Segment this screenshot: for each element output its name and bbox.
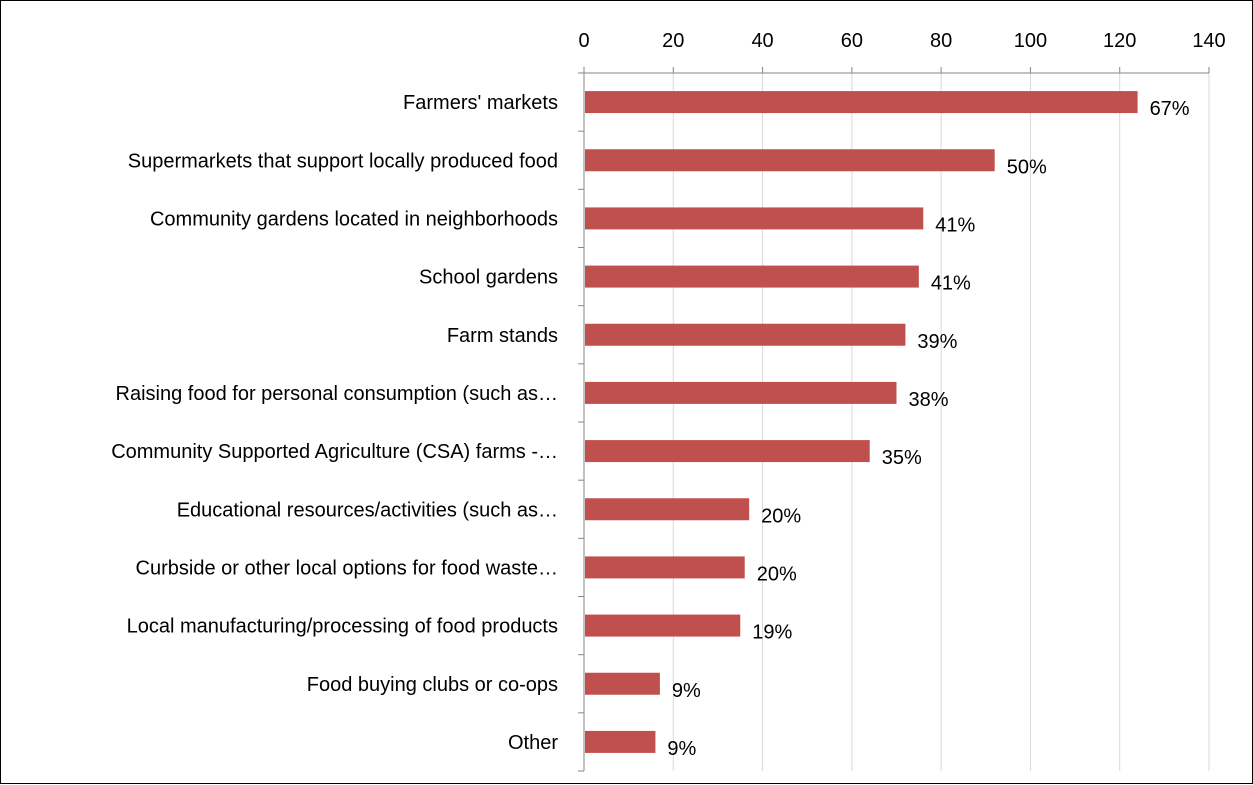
- data-label: 9%: [672, 680, 701, 702]
- bar: [585, 91, 1138, 114]
- axes: [578, 67, 1210, 772]
- gridlines: [672, 73, 1210, 771]
- category-label: School gardens: [419, 267, 558, 289]
- category-label: Other: [508, 732, 558, 754]
- bar: [585, 381, 897, 404]
- x-tick-label: 100: [1014, 30, 1047, 52]
- data-label: 41%: [935, 214, 975, 236]
- category-label: Community Supported Agriculture (CSA) fa…: [111, 441, 558, 463]
- category-label: Supermarkets that support locally produc…: [128, 150, 558, 172]
- bar: [585, 730, 656, 753]
- x-tick-label: 0: [578, 30, 589, 52]
- data-label: 41%: [931, 273, 971, 295]
- data-label: 50%: [1007, 156, 1047, 178]
- category-label: Raising food for personal consumption (s…: [116, 383, 558, 405]
- data-labels: 67% 50% 41% 41% 39% 38% 35% 20% 20% 19% 9% 9%: [667, 98, 1189, 760]
- data-label: 9%: [667, 738, 696, 760]
- category-label: Local manufacturing/processing of food p…: [127, 616, 558, 638]
- data-label: 38%: [909, 389, 949, 411]
- data-label: 67%: [1150, 98, 1190, 120]
- category-label: Community gardens located in neighborhoo…: [150, 208, 558, 230]
- x-tick-label: 140: [1192, 30, 1225, 52]
- x-tick-label: 80: [930, 30, 952, 52]
- data-label: 20%: [757, 563, 797, 585]
- data-label: 39%: [917, 331, 957, 353]
- category-label: Curbside or other local options for food…: [136, 557, 558, 579]
- category-label: Farmers' markets: [403, 92, 558, 114]
- bar: [585, 614, 741, 637]
- bar: [585, 556, 745, 579]
- x-tick-labels: 0 20 40 60 80 100 120 140: [578, 30, 1225, 52]
- bar: [585, 498, 750, 521]
- x-tick-label: 40: [751, 30, 773, 52]
- data-label: 19%: [752, 622, 792, 644]
- category-label: Educational resources/activities (such a…: [177, 499, 558, 521]
- category-label: Food buying clubs or co-ops: [307, 674, 558, 696]
- bar: [585, 207, 924, 230]
- x-tick-label: 20: [662, 30, 684, 52]
- x-tick-label: 60: [841, 30, 863, 52]
- bar: [585, 149, 995, 172]
- bar: [585, 440, 870, 463]
- data-label: 35%: [882, 447, 922, 469]
- bar: [585, 672, 660, 695]
- bar: [585, 265, 919, 288]
- bars: [585, 91, 1138, 753]
- data-label: 20%: [761, 505, 801, 527]
- x-tick-label: 120: [1103, 30, 1136, 52]
- category-label: Farm stands: [447, 325, 558, 347]
- bar: [585, 323, 906, 346]
- category-labels: Farmers' markets Supermarkets that suppor…: [111, 92, 558, 754]
